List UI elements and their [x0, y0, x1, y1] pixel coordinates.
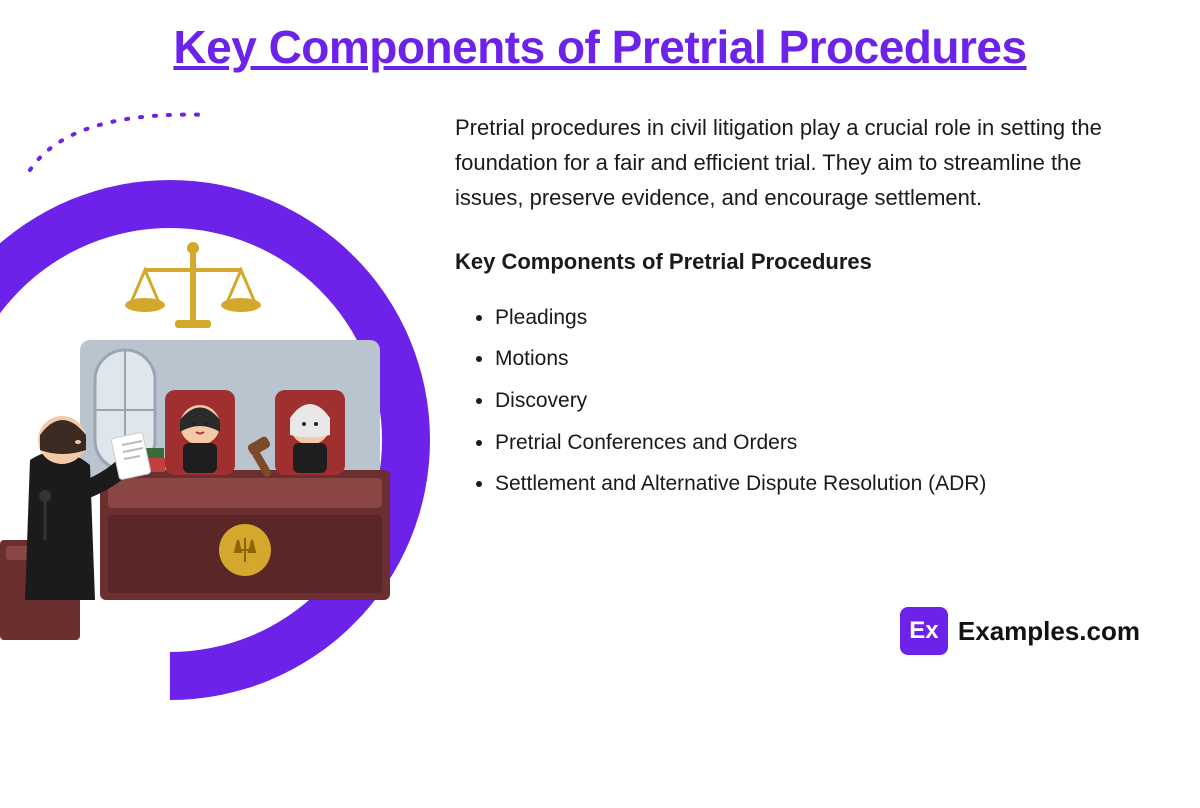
content-area: Pretrial procedures in civil litigation … [455, 110, 1155, 509]
list-item: Pretrial Conferences and Orders [495, 426, 1155, 460]
logo-text: Examples.com [958, 616, 1140, 647]
brand-logo: Ex Examples.com [900, 607, 1140, 655]
courtroom-illustration [0, 240, 410, 640]
list-item: Motions [495, 342, 1155, 376]
logo-badge: Ex [900, 607, 948, 655]
page-title: Key Components of Pretrial Procedures [0, 0, 1200, 74]
list-item: Discovery [495, 384, 1155, 418]
scales-icon [125, 242, 261, 328]
components-list: Pleadings Motions Discovery Pretrial Con… [455, 301, 1155, 501]
subheading: Key Components of Pretrial Procedures [455, 244, 1155, 279]
list-item: Settlement and Alternative Dispute Resol… [495, 467, 1155, 501]
list-item: Pleadings [495, 301, 1155, 335]
dotted-arc-decoration [20, 100, 220, 180]
intro-paragraph: Pretrial procedures in civil litigation … [455, 110, 1155, 216]
